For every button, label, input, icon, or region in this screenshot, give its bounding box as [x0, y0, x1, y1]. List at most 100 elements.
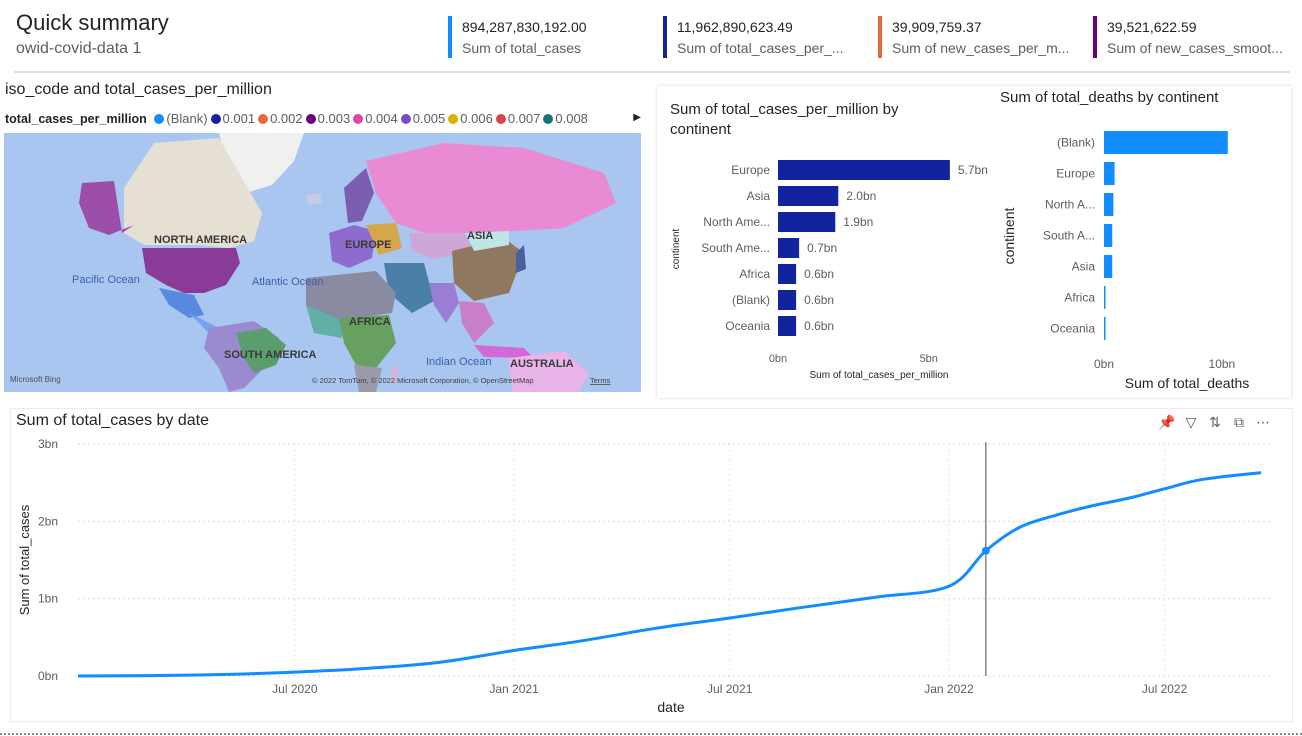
legend-label: 0.003 [317, 111, 351, 126]
legend-dot-icon [495, 114, 506, 124]
bar-category-label: North A... [1045, 198, 1095, 212]
legend-label: 0.002 [270, 111, 303, 126]
filter-icon[interactable]: ▽ [1185, 414, 1197, 430]
legend-next-arrow-icon[interactable]: ▶ [633, 112, 641, 123]
page-bottom-border [0, 733, 1302, 735]
x-tick-label: 10bn [1209, 357, 1236, 371]
map-japan[interactable] [516, 245, 526, 273]
legend-item[interactable]: 0.005 [400, 111, 446, 126]
bar[interactable] [1104, 286, 1106, 309]
map-label-south-america: SOUTH AMERICA [224, 349, 317, 361]
x-tick-label: Jan 2022 [924, 682, 974, 696]
map-usa[interactable] [142, 248, 240, 293]
bar[interactable] [1104, 255, 1113, 278]
bar[interactable] [778, 212, 836, 232]
bar-value-label: 1.9bn [843, 215, 873, 229]
map-madagascar[interactable] [390, 365, 398, 383]
map-china[interactable] [452, 238, 524, 301]
hover-data-point[interactable] [981, 546, 990, 555]
map-eastern-europe[interactable] [366, 223, 402, 255]
bar[interactable] [778, 264, 797, 284]
bar-chart-cases-per-million[interactable]: Europe 5.7bn Asia 2.0bn North Ame... 1.9bn Sou… [671, 160, 988, 381]
map-mongolia[interactable] [466, 231, 509, 251]
legend-dot-icon [400, 114, 411, 124]
y-axis-title: continent [671, 228, 682, 269]
bar-category-label: North Ame... [703, 215, 770, 229]
legend-label: 0.004 [365, 111, 398, 126]
map-alaska[interactable] [79, 181, 134, 235]
bar[interactable] [778, 316, 797, 336]
bar-value-label: 5.7bn [958, 163, 988, 177]
y-tick-label: 3bn [38, 437, 58, 451]
chart-title-cases-per-million-line2: continent [670, 121, 732, 138]
bar[interactable] [778, 160, 950, 180]
kpi-value: 39,521,622.59 [1107, 19, 1197, 35]
legend-item[interactable]: 0.008 [543, 111, 588, 126]
legend-item[interactable]: 0.001 [210, 111, 255, 126]
legend-item[interactable]: 0.007 [495, 111, 541, 126]
focus-mode-icon[interactable]: ⧉ [1234, 414, 1244, 430]
kpi-card-new-cases-per-million[interactable]: 39,909,759.37 Sum of new_cases_per_m... [878, 16, 1083, 58]
map-label-asia: ASIA [467, 230, 493, 242]
bar[interactable] [1104, 193, 1114, 216]
x-tick-label: Jan 2021 [489, 682, 539, 696]
map-west-africa[interactable] [306, 305, 344, 338]
bar[interactable] [1104, 224, 1113, 247]
map-western-europe[interactable] [329, 225, 376, 268]
map-australia[interactable] [509, 351, 589, 392]
map-label-indian-ocean: Indian Ocean [426, 356, 491, 368]
map-canada[interactable] [124, 138, 262, 248]
kpi-card-total-cases-per-million[interactable]: 11,962,890,623.49 Sum of total_cases_per… [663, 16, 868, 58]
x-tick-label: Jul 2022 [1142, 682, 1188, 696]
kpi-label: Sum of total_cases [462, 40, 582, 56]
map-middle-east[interactable] [384, 263, 434, 313]
kpi-card-total-cases[interactable]: 894,287,830,192.00 Sum of total_cases [448, 16, 653, 58]
bar[interactable] [778, 186, 839, 206]
bar-category-label: Oceania [1050, 322, 1095, 336]
legend-item[interactable]: (Blank) [154, 111, 208, 126]
series-line[interactable] [77, 471, 1262, 678]
bar[interactable] [778, 238, 800, 258]
x-tick-label: Jul 2021 [707, 682, 753, 696]
more-options-icon[interactable]: ⋯ [1256, 414, 1270, 430]
legend-label: 0.005 [412, 111, 446, 126]
map-central-africa[interactable] [339, 315, 396, 368]
bar[interactable] [1104, 317, 1106, 340]
map-russia[interactable] [366, 143, 616, 233]
map-north-africa[interactable] [306, 271, 396, 321]
legend-label: 0.008 [555, 111, 588, 126]
legend-dot-icon [154, 114, 165, 124]
line-chart-svg[interactable]: 0bn 1bn 2bn 3bn Jul 2020 Jan 2021 Jul 2021 Jan … [10, 408, 1291, 720]
map-label-pacific-ocean: Pacific Ocean [72, 274, 140, 286]
legend-item[interactable]: 0.002 [258, 111, 303, 126]
map-southern-africa[interactable] [354, 365, 382, 392]
kpi-card-new-cases-smoothed[interactable]: 39,521,622.59 Sum of new_cases_smoot... [1093, 16, 1298, 58]
legend-item[interactable]: 0.006 [448, 111, 493, 126]
bar-category-label: Europe [1056, 167, 1095, 181]
kpi-value: 11,962,890,623.49 [677, 19, 793, 35]
legend-item[interactable]: 0.004 [353, 111, 398, 126]
map-terms-link[interactable]: Terms [590, 376, 611, 385]
legend-item[interactable]: 0.003 [305, 111, 351, 126]
map-brazil[interactable] [236, 328, 286, 373]
map-scandinavia[interactable] [344, 168, 374, 223]
y-axis-title: Sum of total_cases [17, 504, 32, 615]
pin-icon[interactable]: 📌 [1158, 414, 1176, 430]
bar[interactable] [1104, 131, 1228, 154]
bar[interactable] [778, 290, 797, 310]
bar-chart-deaths[interactable]: (Blank) Europe North A... South A... Asia Afr… [1001, 131, 1249, 391]
map-southeast-asia[interactable] [459, 301, 494, 343]
bar-category-label: South Ame... [701, 241, 770, 255]
filled-map[interactable]: NORTH AMERICA EUROPE ASIA AFRICA SOUTH A… [4, 133, 641, 392]
legend-dot-icon [448, 114, 459, 124]
kpi-label: Sum of new_cases_per_m... [892, 40, 1070, 56]
bar[interactable] [1104, 162, 1115, 185]
map-mexico[interactable] [159, 288, 204, 318]
map-indonesia[interactable] [474, 345, 534, 358]
legend-dot-icon [353, 114, 364, 124]
map-iceland[interactable] [306, 193, 322, 205]
map-attribution: © 2022 TomTom, © 2022 Microsoft Corporat… [312, 376, 534, 385]
map-india[interactable] [429, 283, 459, 323]
legend-label: 0.007 [507, 111, 541, 126]
drill-icon[interactable]: ⇅ [1209, 414, 1221, 430]
